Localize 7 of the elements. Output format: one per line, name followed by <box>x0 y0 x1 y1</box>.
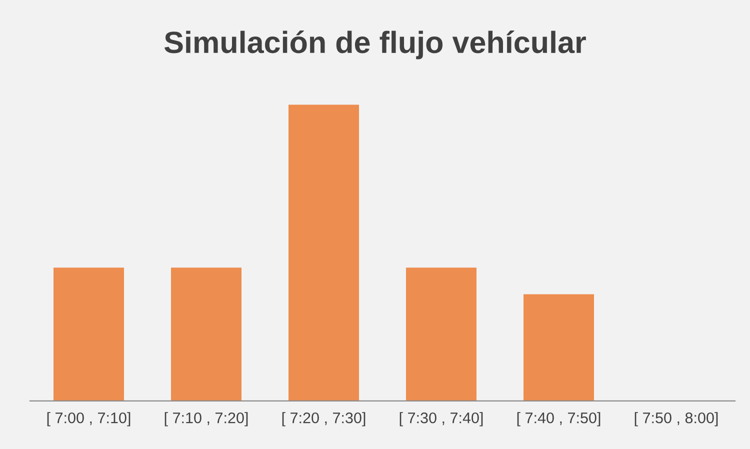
x-tick-label: [ 7:10 , 7:20] <box>164 412 248 426</box>
x-tick-label: [ 7:40 , 7:50] <box>517 412 600 426</box>
x-tick-label: [ 7:20 , 7:30] <box>282 412 366 426</box>
chart-title: Simulación de flujo vehícular <box>164 30 586 60</box>
x-tick-label: [ 7:00 , 7:10] <box>47 412 130 426</box>
x-tick-label: [ 7:50 , 8:00] <box>634 412 718 426</box>
x-tick-label: [ 7:30 , 7:40] <box>400 412 483 426</box>
